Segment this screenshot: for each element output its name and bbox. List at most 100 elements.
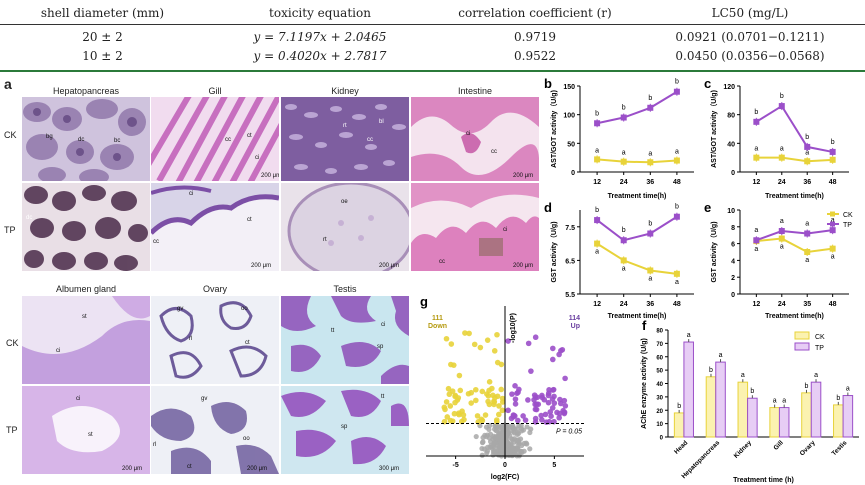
bar-ck (769, 407, 780, 438)
x-tick-label: Kidney (733, 439, 754, 460)
point-up (556, 351, 562, 358)
scale-bar: 200 μm (379, 263, 399, 269)
bar-tp (715, 361, 726, 438)
data-point-ck (778, 154, 785, 161)
micrograph-intestine-ck: ci cc 200 μm (411, 97, 539, 181)
significance-letter: b (648, 95, 652, 102)
title-kidney: Kidney (331, 86, 359, 96)
point-ns (514, 447, 520, 454)
point-down (452, 399, 458, 406)
label-st: st (88, 432, 93, 438)
data-point-tp (753, 237, 760, 244)
data-point-tp (804, 143, 811, 150)
point-down (494, 393, 501, 400)
data-point-ck (778, 235, 785, 242)
point-ns (505, 431, 511, 437)
y-axis-label: -log10(P) (510, 313, 517, 343)
series-line-tp (596, 90, 678, 125)
title-ovary: Ovary (202, 284, 227, 294)
point-ns (493, 448, 499, 455)
point-up (556, 414, 562, 421)
significance-letter: b (677, 403, 681, 410)
down-count: 111 (432, 315, 443, 322)
data-point-tp (778, 228, 785, 234)
scale-bar: 200 μm (247, 466, 267, 472)
y-axis-label: AST/GOT activity（U/g) (550, 90, 558, 168)
data-point-ck (647, 159, 654, 166)
y-tick-label: 60 (656, 355, 663, 361)
significance-letter: b (805, 383, 809, 390)
x-tick-label: 12 (593, 301, 601, 308)
point-down (474, 413, 481, 419)
series-line-tp (755, 104, 833, 153)
label-bl: bl (379, 119, 384, 125)
significance-letter: a (780, 218, 784, 225)
point-down (460, 412, 467, 418)
title-gill: Gill (208, 86, 222, 96)
point-down (471, 341, 478, 348)
bar-ck (833, 404, 844, 438)
y-tick-label: 7.5 (565, 225, 575, 232)
y-tick-label: 6 (731, 242, 735, 249)
y-axis-label: GST activity（U/g) (710, 221, 718, 282)
point-up (509, 391, 515, 397)
x-tick-label: 48 (673, 301, 681, 308)
significance-letter: a (831, 254, 835, 261)
data-point-tp (829, 227, 836, 234)
x-axis-label: Treatment time(h) (765, 313, 824, 320)
header-correlation: correlation coefficient (r) (458, 6, 612, 20)
series-line-ck (756, 156, 833, 163)
significance-letter: b (622, 105, 626, 112)
chart-f-ache-bars: f 0 10 20 30 40 50 60 70 80 AChE enzyme activity (… (641, 318, 859, 484)
data-point-tp (673, 213, 680, 220)
point-ns (495, 423, 501, 430)
y-tick-label: 40 (727, 141, 735, 148)
significance-letter: a (754, 246, 758, 253)
point-down (472, 386, 479, 393)
point-up (550, 387, 556, 393)
legend-marker-tp (830, 221, 835, 227)
legend-label-tp: TP (843, 222, 852, 229)
label-tt: tt (381, 394, 385, 400)
x-tick-label: 12 (752, 179, 760, 186)
label-rt: rt (343, 123, 347, 129)
label-ci: ci (76, 396, 80, 402)
point-ns (490, 436, 496, 442)
point-ns (524, 424, 530, 430)
micrograph-intestine-tp: ci cc 200 μm (411, 183, 539, 271)
label-cc: cc (367, 137, 373, 143)
point-down (458, 418, 465, 425)
x-tick-label: Head (673, 439, 689, 455)
point-down (491, 348, 498, 354)
data-point-ck (620, 158, 627, 165)
point-up (545, 399, 552, 406)
data-point-tp (594, 217, 601, 224)
point-up (505, 407, 511, 414)
bar-tp (683, 341, 694, 438)
significance-letter: a (719, 352, 723, 359)
point-down (456, 372, 463, 379)
point-down (491, 398, 497, 405)
point-up (562, 375, 568, 382)
series-line-ck (597, 158, 677, 164)
point-down (496, 411, 502, 418)
x-tick-label: 48 (829, 179, 837, 186)
panel-label-d: d (544, 200, 552, 215)
point-down (457, 387, 464, 394)
y-tick-label: 20 (656, 409, 663, 415)
point-down (477, 344, 484, 351)
table-row: 20 ± 2 y = 7.1197x + 2.0465 0.9719 0.092… (0, 30, 865, 48)
y-axis-label: GST activity（U/g) (550, 221, 558, 282)
label-cc: cc (153, 239, 159, 245)
y-tick-label: 6.5 (565, 258, 575, 265)
x-axis-label: Treatment time(h) (765, 193, 824, 200)
label-ct: ct (247, 133, 252, 139)
cell-lc50: 0.0921 (0.0701−0.1211) (675, 30, 825, 44)
y-tick-label: 10 (656, 422, 663, 428)
point-down (499, 407, 506, 414)
x-tick-label: 36 (803, 179, 811, 186)
point-up (515, 417, 521, 424)
significance-letter: b (805, 134, 809, 141)
x-tick-label: 24 (778, 179, 786, 186)
point-down (448, 341, 455, 347)
